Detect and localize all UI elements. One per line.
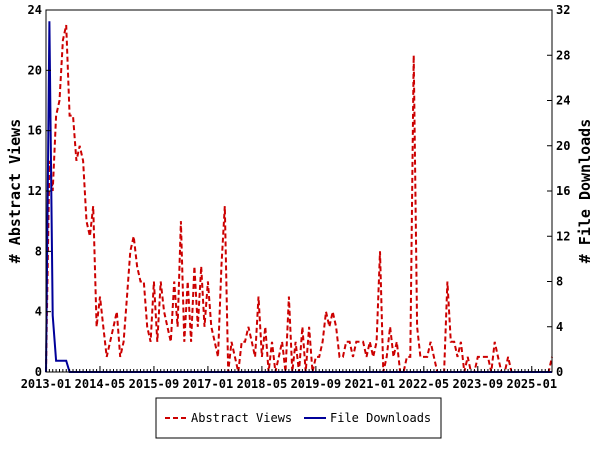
left-y-tick-label: 0 xyxy=(35,365,42,379)
x-tick-label: 2021-01 xyxy=(345,377,396,391)
left-y-tick-label: 20 xyxy=(28,63,42,77)
x-tick-label: 2018-05 xyxy=(237,377,288,391)
right-y-tick-label: 8 xyxy=(556,275,563,289)
right-y-tick-label: 0 xyxy=(556,365,563,379)
x-tick-label: 2019-09 xyxy=(291,377,342,391)
left-y-tick-label: 12 xyxy=(28,184,42,198)
legend-box xyxy=(155,397,442,439)
x-tick-label: 2014-05 xyxy=(75,377,126,391)
x-tick-label: 2017-01 xyxy=(183,377,234,391)
right-y-tick-label: 20 xyxy=(556,139,570,153)
right-y-tick-label: 12 xyxy=(556,229,570,243)
left-y-tick-label: 4 xyxy=(35,305,42,319)
axis-layer: 0 4 8 12 16 20 24 0 4 8 12 16 20 24 28 32 2013-01 2014-05… xyxy=(21,3,571,391)
left-y-tick-label: 8 xyxy=(35,244,42,258)
legend-label-file-downloads: File Downloads xyxy=(330,411,431,425)
right-y-tick-label: 28 xyxy=(556,48,570,62)
x-tick-label: 2013-01 xyxy=(21,377,72,391)
left-y-tick-label: 16 xyxy=(28,124,42,138)
x-tick-label: 2022-05 xyxy=(399,377,450,391)
x-tick-label: 2015-09 xyxy=(129,377,180,391)
legend: Abstract Views File Downloads xyxy=(155,397,442,439)
left-axis-title: # Abstract Views xyxy=(6,119,24,264)
right-axis-title: # File Downloads xyxy=(576,119,594,264)
legend-label-abstract-views: Abstract Views xyxy=(191,411,292,425)
x-tick-label: 2025-01 xyxy=(506,377,557,391)
x-tick-label: 2023-09 xyxy=(452,377,503,391)
left-y-tick-label: 24 xyxy=(28,3,42,17)
right-y-tick-label: 32 xyxy=(556,3,570,17)
right-y-tick-label: 24 xyxy=(556,94,570,108)
right-y-tick-label: 4 xyxy=(556,320,563,334)
right-y-tick-label: 16 xyxy=(556,184,570,198)
